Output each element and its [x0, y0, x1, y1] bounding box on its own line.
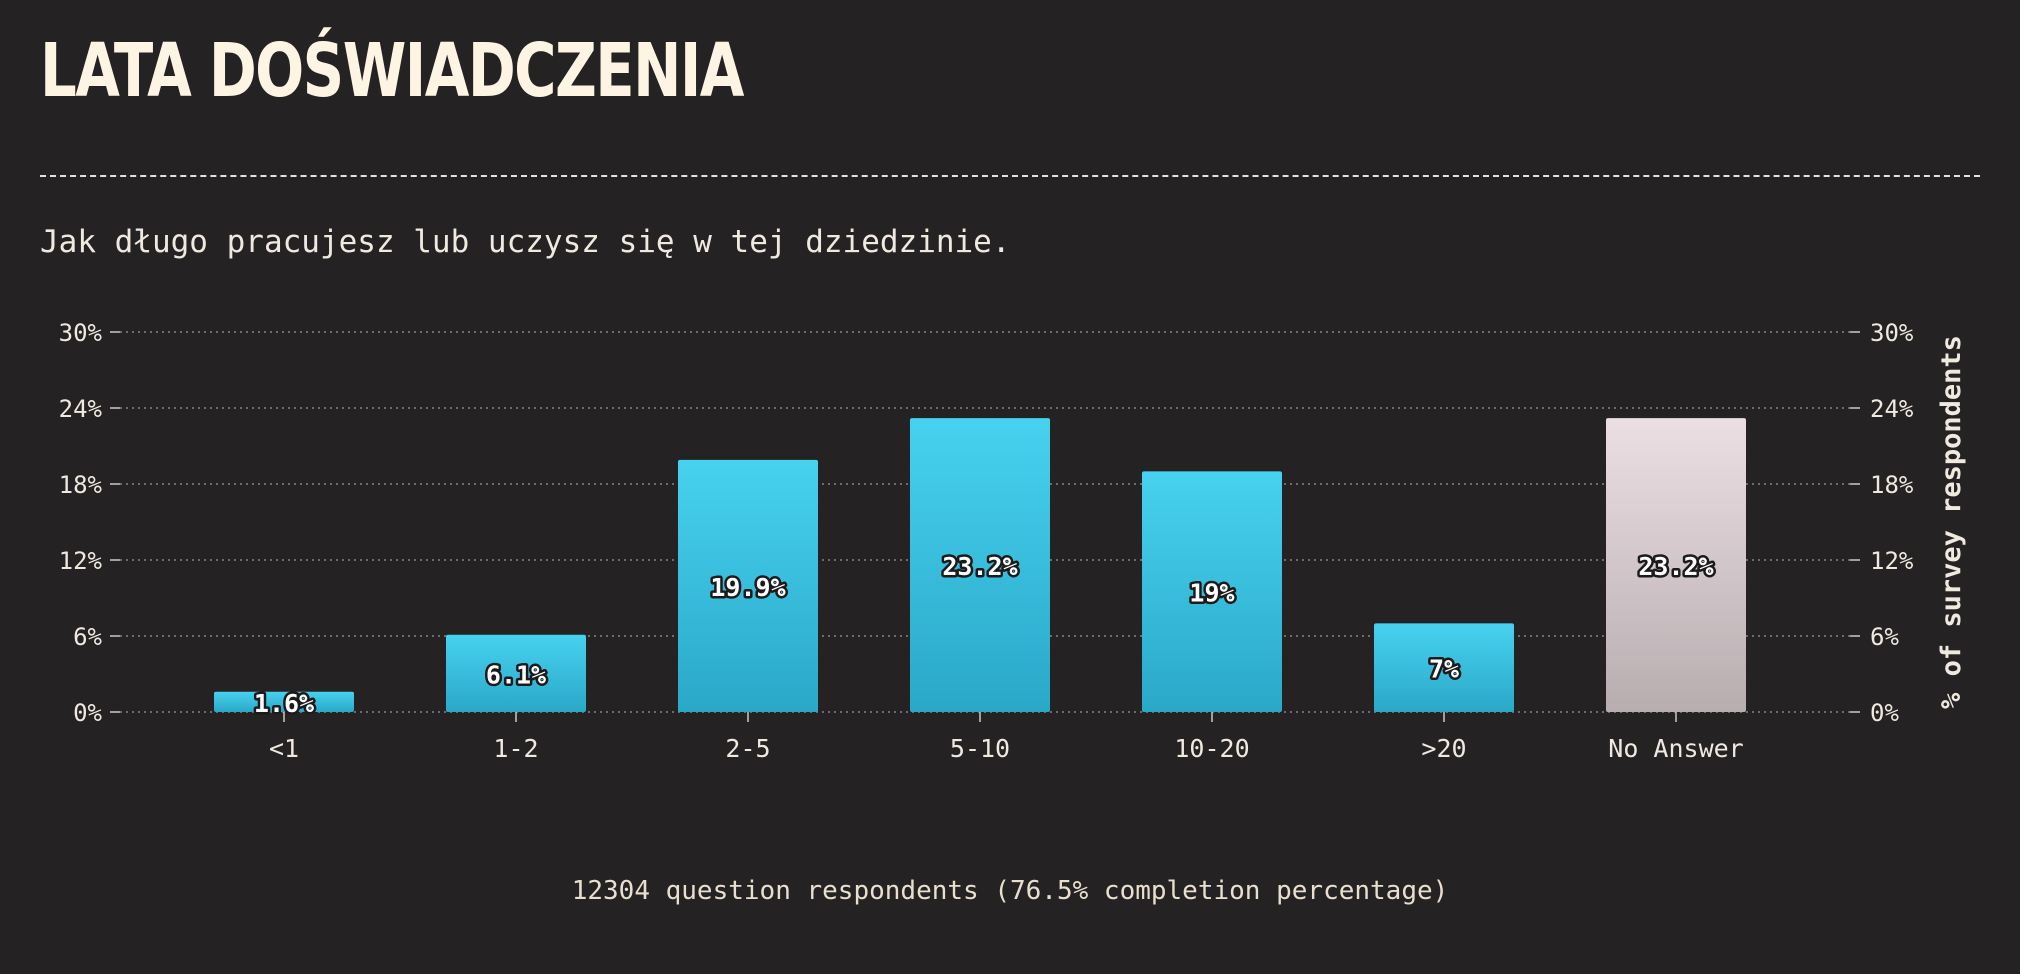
bar	[1374, 623, 1514, 712]
x-tick-label: <1	[269, 734, 299, 763]
chart-title: LATA DOŚWIADCZENIA	[40, 28, 744, 114]
data-labels: 1.6% 6.1% 19.9% 23.2% 19% 7% 23.2%	[251, 550, 1716, 721]
bar	[446, 634, 586, 712]
axes: 0% 0% 6% 6% 12% 12% 18% 18% 24% 24% 30% 30% <1 1-2 2-5…	[59, 319, 1914, 763]
bar-value-label: 6.1%	[486, 660, 546, 689]
bar	[678, 459, 818, 712]
y-tick-label-left: 24%	[59, 395, 103, 423]
bar-value-label: 19%	[1189, 579, 1234, 608]
bar-value-label: 23.2%	[1638, 552, 1713, 581]
y-axis-label: % of survey respondents	[1936, 335, 1967, 709]
x-tick-label: No Answer	[1608, 734, 1743, 763]
bar-value-label: 7%	[1429, 655, 1459, 684]
bar-value-label: 23.2%	[942, 552, 1017, 581]
title-divider	[40, 175, 1980, 177]
y-tick-label-right: 30%	[1870, 319, 1914, 347]
x-tick-label: >20	[1421, 734, 1466, 763]
y-tick-label-left: 0%	[73, 699, 102, 727]
x-tick-label: 1-2	[493, 734, 538, 763]
bar-value-label: 19.9%	[710, 573, 785, 602]
bar	[1606, 418, 1746, 712]
respondents-note: 12304 question respondents (76.5% comple…	[571, 876, 1449, 906]
x-tick-label: 10-20	[1174, 734, 1249, 763]
bar	[910, 418, 1050, 712]
y-tick-label-right: 6%	[1870, 623, 1899, 651]
x-tick-label: 2-5	[725, 734, 770, 763]
y-tick-label-left: 18%	[59, 471, 103, 499]
bar	[214, 691, 354, 712]
y-tick-label-right: 18%	[1870, 471, 1914, 499]
y-tick-label-left: 30%	[59, 319, 103, 347]
chart-subtitle: Jak długo pracujesz lub uczysz się w tej…	[40, 224, 1011, 260]
y-tick-label-right: 24%	[1870, 395, 1914, 423]
y-tick-label-left: 6%	[73, 623, 102, 651]
bar-value-label: 1.6%	[254, 689, 314, 718]
x-tick-label: 5-10	[950, 734, 1010, 763]
bars	[214, 418, 1746, 712]
y-tick-label-right: 0%	[1870, 699, 1899, 727]
bar	[1142, 471, 1282, 712]
y-tick-label-right: 12%	[1870, 547, 1914, 575]
y-tick-label-left: 12%	[59, 547, 103, 575]
